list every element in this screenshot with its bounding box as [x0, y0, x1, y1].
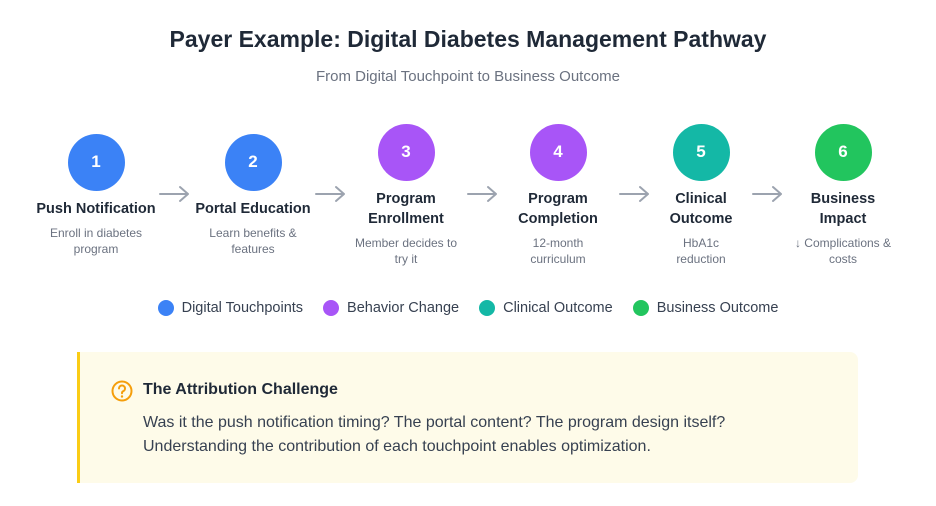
step-title: Outcome — [669, 210, 733, 227]
step-title-block: Program Enrollment — [368, 189, 444, 229]
step-description: ↓ Complications & — [794, 235, 892, 250]
step-title-block: Portal Education — [195, 199, 310, 219]
step-title: Enrollment — [368, 210, 444, 227]
legend-item: Business Outcome — [632, 300, 779, 316]
step-description: curriculum — [530, 251, 586, 266]
step: 5 Clinical Outcome HbA1c reduction — [626, 110, 776, 280]
step-number: 2 — [224, 133, 282, 191]
callout-title: The Attribution Challenge — [143, 381, 338, 398]
step-description-block: ↓ Complications & costs — [795, 235, 891, 267]
step-description-block: 12-month curriculum — [530, 235, 585, 267]
step: 2 Portal Education Learn benefits & feature… — [178, 110, 328, 280]
step-number: 4 — [529, 123, 587, 181]
step-title: Program — [376, 190, 436, 207]
step-number: 5 — [672, 123, 730, 181]
step-title-block: Push Notification — [36, 199, 155, 219]
step-title: Clinical — [675, 190, 727, 207]
step-title: Portal Education — [195, 200, 311, 217]
step-description: costs — [828, 251, 857, 266]
callout-line: Was it the push notification timing? The… — [143, 414, 726, 431]
legend: Digital Touchpoints Behavior Change Clinic… — [0, 300, 936, 316]
subtitle: From Digital Touchpoint to Business Outc… — [315, 68, 621, 85]
step-title: Program — [528, 190, 588, 207]
step-description-block: Member decides to try it — [355, 235, 457, 267]
legend-swatch — [323, 300, 340, 316]
step: 6 Business Impact ↓ Complications & costs — [768, 110, 918, 280]
step: 1 Push Notification Enroll in diabetes prog… — [21, 110, 171, 280]
callout-line: Understanding the contribution of each t… — [143, 438, 651, 455]
step-description: try it — [394, 251, 418, 266]
step-title: Push Notification — [36, 200, 156, 217]
step-number: 3 — [377, 123, 435, 181]
step-description: 12-month — [532, 235, 584, 250]
callout: The Attribution Challenge Was it the pus… — [77, 352, 858, 483]
step-description: features — [231, 241, 275, 256]
step-description-block: Learn benefits & features — [209, 225, 296, 257]
step-title-block: Business Impact — [811, 189, 875, 229]
step-description: reduction — [676, 251, 726, 266]
step-description-block: Enroll in diabetes program — [50, 225, 142, 257]
legend-label: Clinical Outcome — [503, 300, 613, 316]
legend-swatch — [632, 300, 649, 316]
step: 4 Program Completion 12-month curriculum — [483, 110, 633, 280]
step: 3 Program Enrollment Member decides to try i… — [331, 110, 481, 280]
step-title: Completion — [518, 210, 598, 227]
step-description: Member decides to — [354, 235, 458, 250]
step-description: Learn benefits & — [209, 225, 297, 240]
step-description: program — [73, 241, 119, 256]
step-title: Impact — [819, 210, 867, 227]
step-number: 6 — [814, 123, 872, 181]
step-title-block: Program Completion — [518, 189, 598, 229]
step-title-block: Clinical Outcome — [670, 189, 733, 229]
step-description-block: HbA1c reduction — [676, 235, 725, 267]
legend-label: Behavior Change — [347, 300, 460, 316]
step-description: HbA1c — [682, 235, 720, 250]
question-icon — [111, 380, 133, 402]
step-title: Business — [810, 190, 876, 207]
title: Payer Example: Digital Diabetes Manageme… — [169, 26, 767, 52]
legend-item: Behavior Change — [323, 300, 459, 316]
legend-label: Business Outcome — [656, 300, 779, 316]
legend-swatch — [157, 300, 174, 316]
step-number: 1 — [67, 133, 125, 191]
legend-item: Clinical Outcome — [479, 300, 613, 316]
legend-item: Digital Touchpoints — [157, 300, 304, 316]
legend-swatch — [479, 300, 496, 316]
step-description: Enroll in diabetes — [49, 225, 143, 240]
legend-label: Digital Touchpoints — [181, 300, 304, 316]
